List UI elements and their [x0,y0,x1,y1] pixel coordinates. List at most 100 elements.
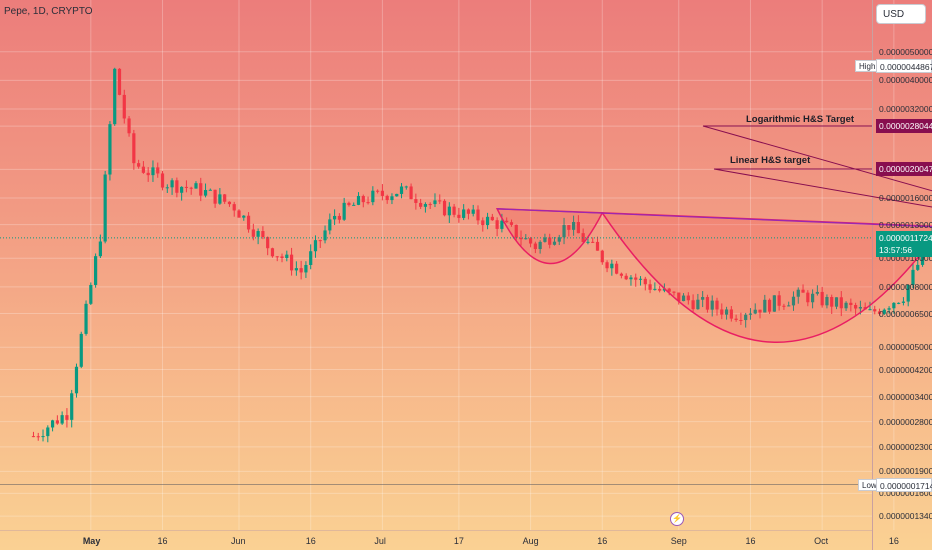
price-tick-label: 0.0000010000 [879,253,932,264]
candle-body [414,199,418,203]
candle-body [801,289,805,293]
candle-body [658,288,662,291]
candle-body [304,264,308,273]
candle-body [744,314,748,321]
candle-body [791,296,796,306]
candle-body [672,291,676,293]
candle-body [552,241,557,245]
candle-body [213,189,217,204]
candle-body [777,295,781,306]
candle-body [710,300,714,310]
candle-body [634,277,638,280]
candle-body [528,238,533,244]
price-tick-label: 0.0000032000 [879,104,932,115]
candle-body [653,288,657,290]
candle-body [868,309,872,311]
candle-body [328,219,332,231]
candle-body [333,215,337,220]
event-icon[interactable]: ⚡ [670,512,684,526]
candle-body [648,284,652,290]
candle-body [390,196,394,201]
candle-body [638,278,643,280]
neckline [497,208,932,228]
ticker-title[interactable]: Pepe, 1D, CRYPTO [4,6,93,17]
candle-body [428,204,432,206]
candle-body [839,297,843,309]
candle-body [208,189,212,191]
candle-body [55,420,59,424]
candle-body [318,240,322,242]
price-tick-label: 0.0000005000 [879,342,932,353]
candle-body [442,200,447,216]
candle-body [591,241,595,243]
candle-body [457,214,461,218]
candle-body [882,309,886,314]
candle-body [806,292,810,303]
candle-body [873,309,877,312]
price-tick-label: 0.0000008000 [879,281,932,292]
candle-body [901,301,906,303]
pattern-drawings [0,125,932,486]
currency-selector[interactable]: USD [876,4,926,24]
candle-body [495,220,499,229]
candle-body [481,220,485,226]
price-tick-label: 0.0000050000 [879,46,932,57]
candle-body [203,190,208,196]
candle-body [758,309,762,313]
candle-body [877,311,882,314]
candle-body [763,299,767,313]
candle-body [686,295,690,301]
candle-body [356,195,361,205]
candle-body [610,263,614,269]
candle-body [619,273,623,276]
candle-body [409,186,413,200]
candle-body [299,268,303,273]
log-target-tag: 0.0000028044 [876,118,932,133]
linear-target-annotation[interactable]: Linear H&S target [730,155,811,167]
candle-body [858,307,862,309]
last-price-tag: 0.0000011724 [876,230,932,245]
candle-body [313,240,318,252]
candle-body [466,209,471,214]
candle-body [834,297,839,307]
candle-body [825,296,829,306]
candle-body [285,254,289,259]
candle-body [906,284,910,302]
candle-body [117,68,122,95]
candle-body [830,296,834,307]
log-target-annotation[interactable]: Logarithmic H&S Target [746,113,855,125]
candle-body [782,305,786,307]
time-tick-label: May [82,536,101,546]
candle-body [916,264,920,270]
candle-body [615,263,619,274]
candle-body [854,304,858,309]
candle-body [165,187,169,189]
candle-body [74,366,79,394]
candle-body [696,299,700,310]
candle-body [60,415,64,424]
candle-body [404,186,408,188]
candle-body [380,190,384,196]
candle-body [242,215,246,218]
candle-body [844,302,848,309]
candle-body [815,291,819,294]
candle-body [772,295,776,312]
candle-body [667,288,671,292]
candle-body [538,241,542,250]
candle-body [65,415,69,420]
candle-body [811,293,815,303]
candle-body [366,202,370,204]
price-tick-label: 0.0000002800 [879,416,932,427]
candle-body [352,204,356,206]
candle-body [476,209,480,221]
candle-body [911,269,915,285]
candle-body [84,303,88,334]
candle-body [184,186,189,188]
candle-body [98,241,102,257]
candle-body [600,250,604,263]
price-tick-label: 0.0000040000 [879,75,932,86]
price-tick-label: 0.0000003400 [879,391,932,402]
candle-body [595,241,600,251]
